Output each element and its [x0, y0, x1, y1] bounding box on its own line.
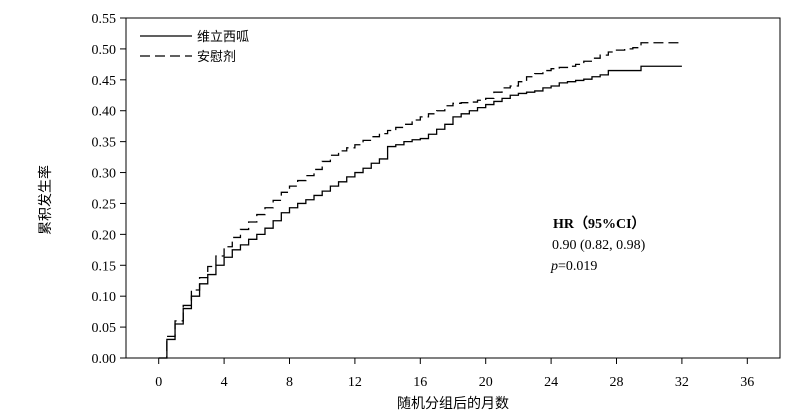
y-tick-label: 0.55: [92, 12, 117, 27]
y-tick-label: 0.20: [92, 228, 117, 243]
x-tick-label: 0: [155, 375, 162, 390]
plot-frame: [125, 17, 781, 359]
x-tick-label: 36: [740, 375, 754, 390]
y-axis: 0.00 0.05 0.10 0.15 0.20 0.25 0.30 0.35 0.40 0.45…: [92, 12, 126, 367]
y-tick-label: 0.35: [92, 136, 117, 151]
x-tick-label: 28: [610, 375, 624, 390]
x-tick-label: 24: [544, 375, 558, 390]
x-tick-label: 12: [348, 375, 362, 390]
series-line-placebo: [158, 42, 682, 359]
p-value: p=0.019: [550, 259, 597, 274]
series-line-vericiguat: [158, 65, 682, 359]
y-tick-label: 0.00: [92, 352, 117, 367]
y-tick-label: 0.50: [92, 43, 117, 58]
x-tick-label: 8: [286, 375, 293, 390]
y-tick-label: 0.30: [92, 167, 117, 182]
x-axis-label: 随机分组后的月数: [397, 396, 509, 412]
hr-label: HR（95%CI）: [553, 216, 646, 232]
x-tick-label: 20: [479, 375, 493, 390]
p-symbol: p: [550, 259, 558, 274]
legend: 维立西呱 安慰剂: [140, 29, 249, 65]
x-tick-label: 32: [675, 375, 689, 390]
y-axis-label: 累积发生率: [37, 165, 54, 235]
hr-annotation: HR（95%CI） 0.90 (0.82, 0.98) p=0.019: [550, 216, 646, 274]
y-tick-label: 0.40: [92, 105, 117, 120]
legend-label-placebo: 安慰剂: [197, 50, 236, 65]
x-axis: 0 4 8 12 16 20 24 28 32 36: [155, 358, 754, 390]
x-tick-label: 4: [221, 375, 228, 390]
y-tick-label: 0.05: [92, 321, 117, 336]
p-number: =0.019: [558, 259, 597, 274]
y-tick-label: 0.45: [92, 74, 117, 89]
y-tick-label: 0.25: [92, 197, 117, 212]
y-tick-label: 0.15: [92, 259, 117, 274]
x-tick-label: 16: [413, 375, 427, 390]
y-tick-label: 0.10: [92, 290, 117, 305]
legend-label-vericiguat: 维立西呱: [197, 29, 249, 45]
series-layer: [158, 42, 682, 359]
hr-value: 0.90 (0.82, 0.98): [552, 238, 646, 253]
